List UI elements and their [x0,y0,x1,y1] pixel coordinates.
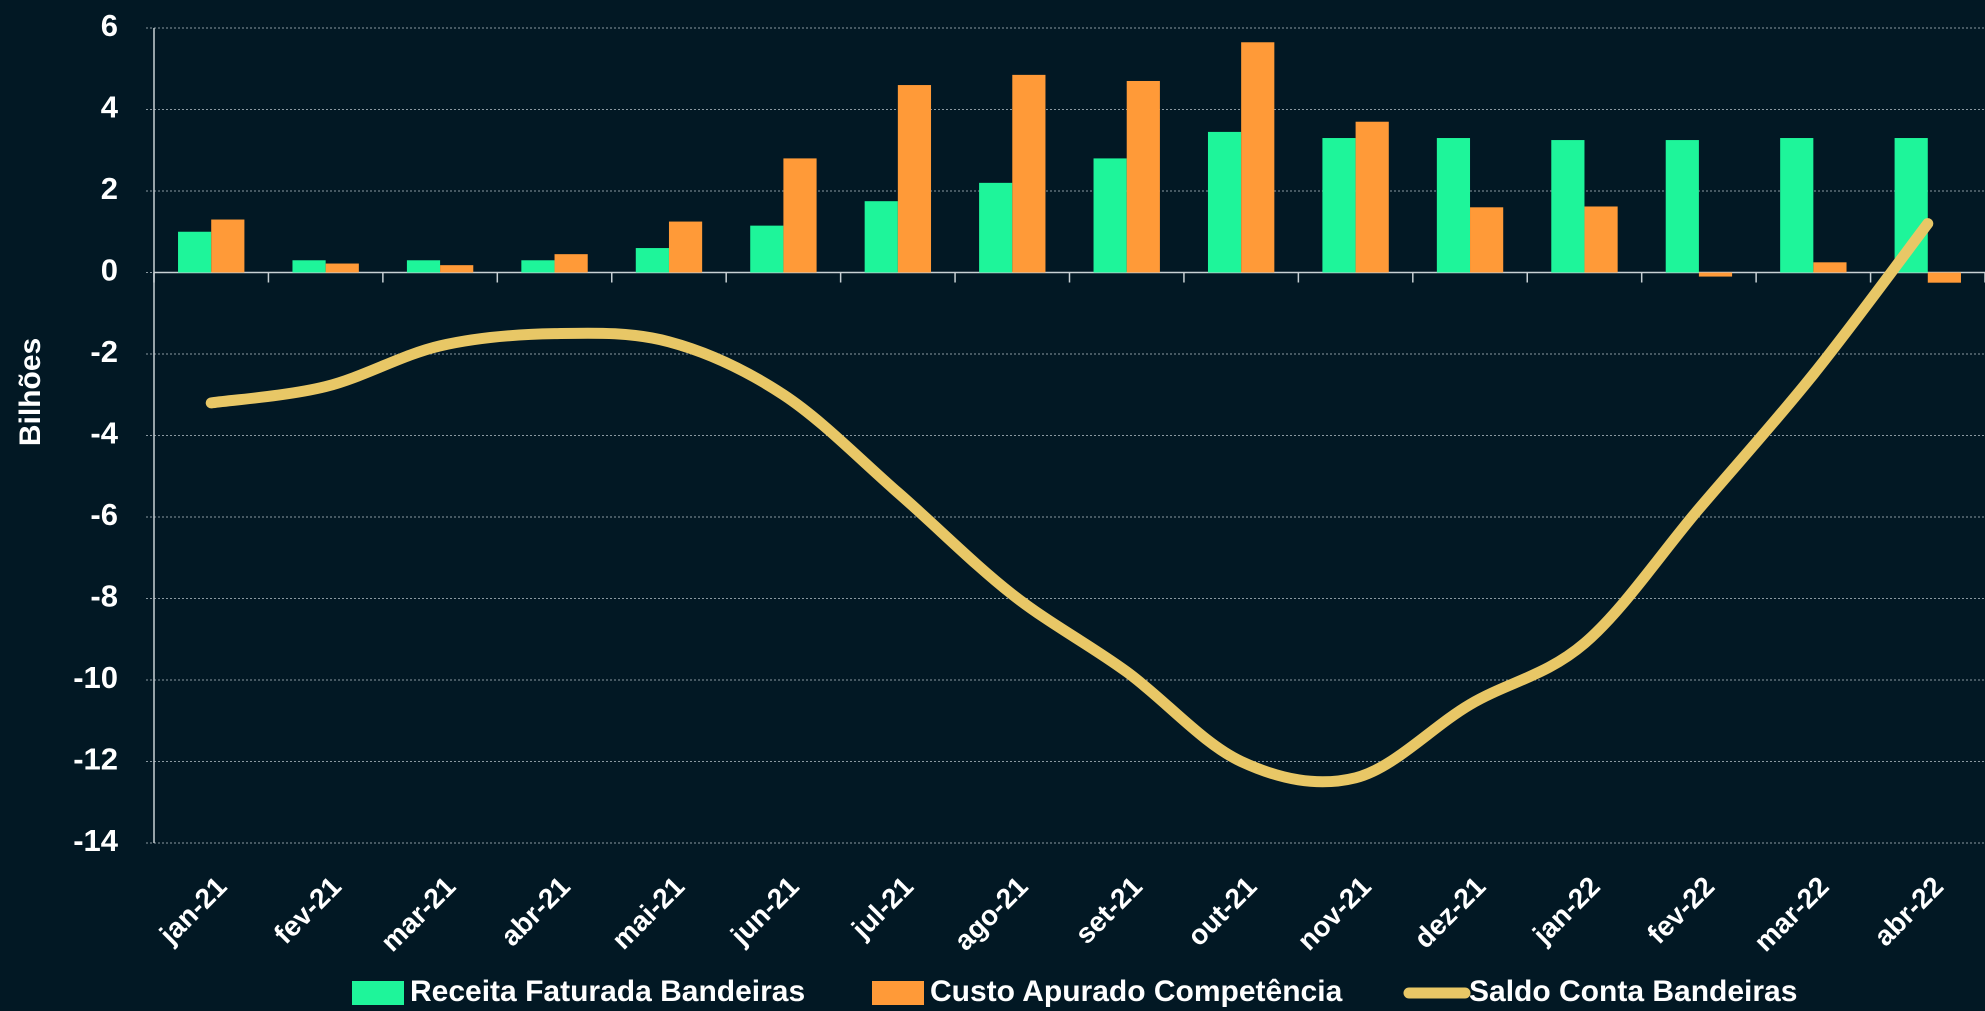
bar [668,221,703,273]
bar [635,248,669,273]
bar [211,219,245,273]
bar [1093,158,1127,273]
x-tick-label: jan-21 [153,871,233,951]
bar [440,265,474,273]
bar [1780,138,1814,273]
legend-swatch [352,981,404,1005]
x-tick-label: jan-22 [1526,871,1606,951]
y-tick-label: 4 [101,90,119,125]
x-tick-label: mai-21 [606,871,691,956]
bar [178,231,212,273]
y-tick-label: -14 [73,823,119,858]
bar [1470,207,1504,273]
bar [1551,140,1585,273]
y-tick-label: -10 [73,660,118,695]
bar [750,225,784,273]
bar [1927,272,1961,283]
bar [554,254,588,273]
bar [1665,140,1699,273]
x-tick-label: jul-21 [845,871,919,945]
x-tick-label: out-21 [1181,871,1262,952]
y-tick-label: 6 [101,8,118,43]
x-tick-label: nov-21 [1291,871,1377,957]
bar [897,85,932,273]
y-tick-label: 0 [101,253,118,288]
legend-label: Receita Faturada Bandeiras [410,975,805,1008]
y-tick-label: -12 [73,742,118,777]
bar [864,201,898,273]
bar [1584,206,1618,273]
y-tick-label: -8 [90,579,118,614]
bar [1813,262,1847,273]
y-tick-label: -4 [90,416,118,451]
y-tick-label: -2 [90,334,118,369]
x-tick-label: fev-21 [268,871,347,950]
line [205,218,1934,788]
x-tick-label: abr-21 [495,871,576,952]
bar [1355,121,1389,273]
y-tick-label: -6 [90,497,118,532]
x-tick-label: ago-21 [948,871,1034,957]
bar [979,182,1013,273]
y-axis-label: Bilhões [14,338,47,446]
x-tick-label: dez-21 [1408,871,1492,955]
legend-swatch [872,981,924,1005]
bar [325,263,359,273]
bar [1698,272,1733,277]
x-tick-label: mar-21 [375,871,462,958]
x-tick-label: abr-22 [1868,871,1949,952]
bar [1012,74,1046,273]
bar [1207,131,1242,273]
bar [406,260,441,273]
bar [1126,80,1160,273]
x-tick-label: fev-22 [1641,871,1720,950]
bar [783,158,817,273]
bar [1436,138,1471,273]
bar [521,260,555,273]
bar [292,260,326,273]
legend-label: Custo Apurado Competência [930,975,1343,1008]
x-tick-label: set-21 [1069,871,1148,950]
legend-label: Saldo Conta Bandeiras [1469,975,1797,1008]
y-tick-label: 2 [101,171,118,206]
bar [1322,138,1356,273]
x-tick-label: jun-21 [724,871,805,952]
x-tick-label: mar-22 [1748,871,1835,958]
bar [1241,42,1275,273]
